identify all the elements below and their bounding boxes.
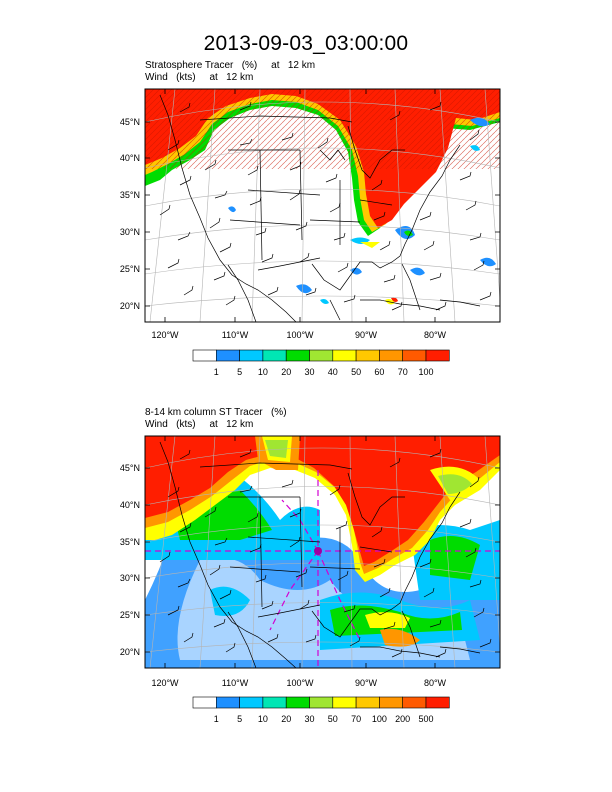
plot-title: 2013-09-03_03:00:00 xyxy=(203,32,409,55)
lat-label-20n: 20°N xyxy=(120,647,140,657)
colorbar-label: 50 xyxy=(351,367,361,377)
lon-label-120w: 120°W xyxy=(151,678,179,688)
panel1-colorbar: 1 5 10 20 30 40 50 60 70 100 xyxy=(192,349,450,377)
column-st-tracer-map xyxy=(145,436,500,668)
colorbar-swatch xyxy=(379,349,403,362)
colorbar-swatch xyxy=(332,696,357,709)
colorbar-swatch xyxy=(355,349,380,362)
lat-label-20n: 20°N xyxy=(120,301,140,311)
site-marker-icon xyxy=(314,547,322,555)
lat-label-25n: 25°N xyxy=(120,610,140,620)
panel2-subtitle-variable: 8-14 km column ST Tracer (%) xyxy=(145,407,287,418)
lon-label-120w: 120°W xyxy=(151,330,179,340)
lon-label-90w: 90°W xyxy=(355,330,378,340)
lat-label-30n: 30°N xyxy=(120,227,140,237)
colorbar-swatch xyxy=(239,696,264,709)
colorbar-label: 60 xyxy=(374,367,384,377)
colorbar-label: 100 xyxy=(372,714,387,724)
panel1-frame xyxy=(144,88,501,323)
colorbar-label: 1 xyxy=(214,714,219,724)
colorbar-label: 1 xyxy=(214,367,219,377)
lon-label-100w: 100°W xyxy=(286,678,314,688)
panel2-frame xyxy=(144,435,501,669)
colorbar-label: 30 xyxy=(304,367,314,377)
colorbar-swatch xyxy=(355,696,380,709)
lat-label-35n: 35°N xyxy=(120,537,140,547)
colorbar-label: 20 xyxy=(281,367,291,377)
colorbar-swatch xyxy=(285,349,310,362)
colorbar-label: 30 xyxy=(304,714,314,724)
lat-label-30n: 30°N xyxy=(120,573,140,583)
colorbar-swatch xyxy=(192,349,217,362)
colorbar-label: 70 xyxy=(398,367,408,377)
colorbar-label: 20 xyxy=(281,714,291,724)
colorbar-swatch xyxy=(262,349,287,362)
stratosphere-tracer-map xyxy=(145,89,500,322)
colorbar-label: 100 xyxy=(418,367,433,377)
lon-label-110w: 110°W xyxy=(222,678,249,688)
colorbar-swatch xyxy=(402,696,427,709)
colorbar-swatch xyxy=(262,696,287,709)
colorbar-label: 70 xyxy=(351,714,361,724)
lat-label-40n: 40°N xyxy=(120,153,140,163)
colorbar-label: 5 xyxy=(237,367,242,377)
colorbar-label: 10 xyxy=(258,367,268,377)
colorbar-label: 40 xyxy=(328,367,338,377)
colorbar-swatch xyxy=(379,696,403,709)
colorbar-swatch xyxy=(332,349,357,362)
lat-label-35n: 35°N xyxy=(120,190,140,200)
colorbar-label: 10 xyxy=(258,714,268,724)
lat-label-40n: 40°N xyxy=(120,500,140,510)
lon-label-80w: 80°W xyxy=(424,330,447,340)
lon-label-110w: 110°W xyxy=(222,330,249,340)
lat-label-45n: 45°N xyxy=(120,463,140,473)
colorbar-label: 5 xyxy=(237,714,242,724)
colorbar-swatch xyxy=(402,349,427,362)
lat-label-25n: 25°N xyxy=(120,264,140,274)
colorbar-label: 50 xyxy=(328,714,338,724)
lat-label-45n: 45°N xyxy=(120,117,140,127)
lon-label-80w: 80°W xyxy=(424,678,447,688)
colorbar-swatch xyxy=(425,696,450,709)
colorbar-swatch xyxy=(425,349,450,362)
colorbar-label: 200 xyxy=(395,714,410,724)
colorbar-swatch xyxy=(239,349,264,362)
lon-label-100w: 100°W xyxy=(286,330,314,340)
colorbar-swatch xyxy=(216,696,240,709)
panel2-subtitle-wind: Wind (kts) at 12 km xyxy=(145,419,254,430)
panel2-colorbar: 1 5 10 20 30 50 70 100 200 500 xyxy=(192,696,450,724)
colorbar-swatch xyxy=(309,696,334,709)
colorbar-swatch xyxy=(309,349,334,362)
colorbar-label: 500 xyxy=(418,714,433,724)
panel1-subtitle-variable: Stratosphere Tracer (%) at 12 km xyxy=(145,60,316,71)
colorbar-swatch xyxy=(285,696,310,709)
colorbar-swatch xyxy=(192,696,217,709)
panel1-subtitle-wind: Wind (kts) at 12 km xyxy=(145,72,254,83)
colorbar-swatch xyxy=(216,349,240,362)
lon-label-90w: 90°W xyxy=(355,678,378,688)
